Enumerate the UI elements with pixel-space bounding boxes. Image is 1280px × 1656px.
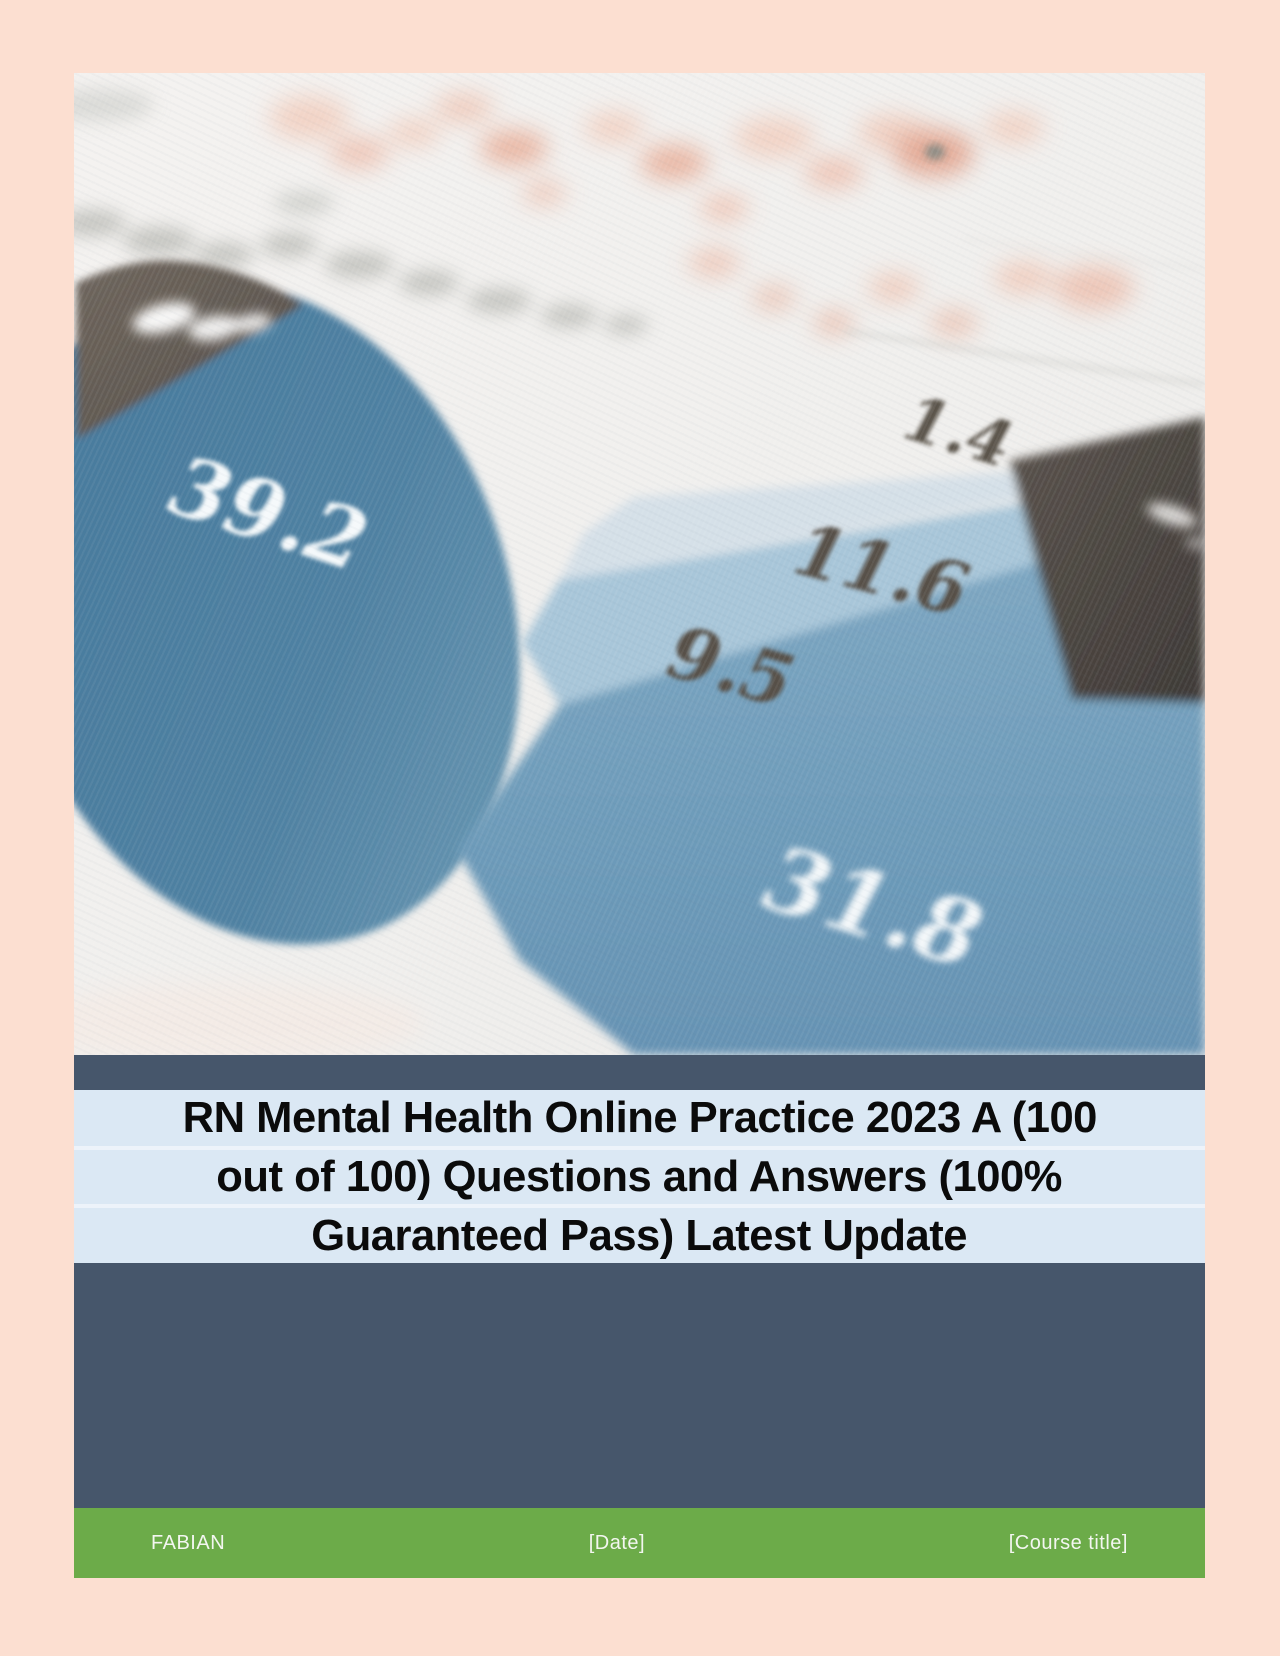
- gray-squiggle-blur: [74, 89, 648, 334]
- cover-banner: RN Mental Health Online Practice 2023 A …: [74, 1055, 1205, 1578]
- title-strip-gap: [74, 1204, 1205, 1208]
- footer-bar: FABIAN [Date] [Course title]: [74, 1508, 1205, 1578]
- right-pie-light-slice: [522, 493, 1092, 705]
- cover-photo: 39.2 1.4 11.6 9.5 31.8: [74, 73, 1205, 1055]
- banner-navy-block: [74, 1263, 1205, 1508]
- title-line-1-strip: RN Mental Health Online Practice 2023 A …: [74, 1090, 1205, 1146]
- pink-handwriting-blur: [269, 93, 1134, 336]
- title-line-3: Guaranteed Pass) Latest Update: [311, 1210, 968, 1260]
- left-pie: [74, 260, 520, 945]
- left-pie-dark-slice: [76, 260, 303, 439]
- charcoal-highlight-blur: [1147, 503, 1205, 549]
- footer-course-placeholder: [Course title]: [1008, 1531, 1128, 1554]
- footer-author: FABIAN: [151, 1531, 226, 1554]
- right-pie: [457, 417, 1205, 1055]
- title-line-2-strip: out of 100) Questions and Answers (100%: [74, 1150, 1205, 1204]
- title-strip-gap: [74, 1146, 1205, 1150]
- footer-date-placeholder: [Date]: [588, 1531, 646, 1554]
- title-line-2: out of 100) Questions and Answers (100%: [216, 1152, 1063, 1201]
- right-pie-pale-slice: [560, 467, 1094, 580]
- pie-chart-photo-art: 39.2 1.4 11.6 9.5 31.8: [74, 73, 1205, 1055]
- warm-paper-tint: [74, 983, 424, 1055]
- pink-ink-dark-dot: [925, 144, 945, 160]
- title-line-1: RN Mental Health Online Practice 2023 A …: [182, 1093, 1097, 1142]
- right-pie-blue-slice: [457, 547, 1205, 1055]
- left-pie-highlight-blur: [132, 302, 272, 341]
- right-pie-charcoal-slice: [1010, 417, 1205, 703]
- faint-paper-lines: [843, 237, 1205, 387]
- banner-top-navy-band: [74, 1055, 1205, 1090]
- title-line-3-strip: Guaranteed Pass) Latest Update: [74, 1208, 1205, 1263]
